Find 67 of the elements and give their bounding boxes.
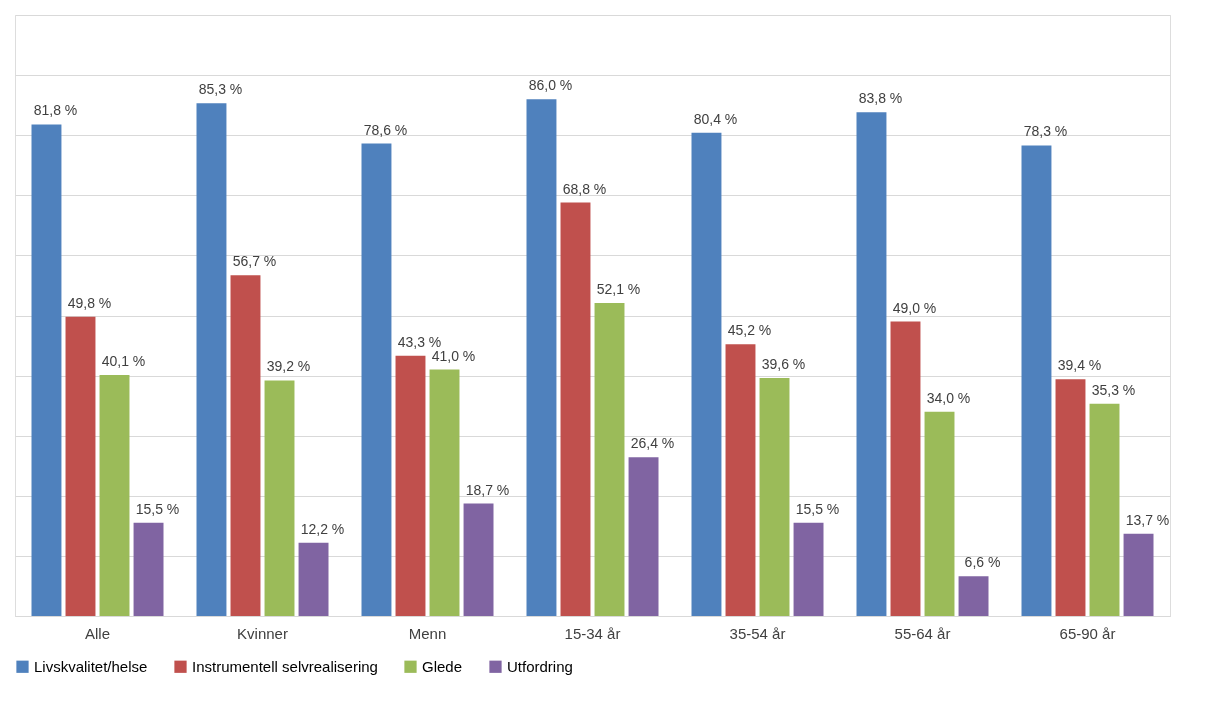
bar: [725, 344, 756, 616]
data-label: 86,0 %: [528, 77, 573, 94]
data-label: 40,1 %: [101, 353, 146, 369]
data-label: 68,8 %: [562, 180, 607, 197]
data-label: 81,8 %: [33, 102, 78, 119]
data-label: 6,6 %: [964, 554, 1001, 571]
data-label: 18,7 %: [465, 481, 510, 498]
legend-label: Glede: [422, 657, 463, 675]
x-tick-label: 15-34 år: [564, 624, 621, 642]
data-label: 52,1 %: [596, 280, 641, 297]
bar: [958, 576, 989, 616]
bar: [361, 143, 392, 616]
data-label: 78,3 %: [1023, 123, 1068, 140]
bar: [628, 457, 659, 616]
x-tick-label: 55-64 år: [894, 624, 951, 642]
data-label: 34,0 %: [926, 389, 971, 406]
data-label: 85,3 %: [198, 81, 243, 98]
data-label: 78,6 %: [363, 121, 408, 138]
data-label: 49,0 %: [892, 299, 937, 316]
bar: [856, 112, 887, 616]
bar: [793, 522, 824, 616]
data-label: 56,7 %: [232, 253, 277, 270]
bar: [298, 542, 329, 616]
data-label: 26,4 %: [630, 435, 675, 452]
data-label: 15,5 %: [795, 500, 840, 517]
bar: [890, 321, 921, 616]
bar: [65, 316, 96, 616]
bar: [264, 380, 295, 616]
legend-label: Utfordring: [507, 657, 573, 675]
data-label: 80,4 %: [693, 110, 738, 127]
bar: [133, 522, 164, 616]
bar: [196, 103, 227, 616]
bar: [395, 355, 426, 616]
bar: [99, 375, 130, 616]
data-label: 39,4 %: [1057, 357, 1102, 374]
bar: [924, 411, 955, 616]
data-label: 39,6 %: [761, 356, 806, 372]
bar: [230, 275, 261, 616]
bar: [1021, 145, 1052, 616]
legend-label: Instrumentell selvrealisering: [192, 657, 378, 675]
bar: [429, 369, 460, 616]
data-label: 35,3 %: [1091, 381, 1136, 398]
x-tick-label: Alle: [84, 624, 111, 642]
data-label: 39,2 %: [266, 358, 311, 375]
bar: [560, 202, 591, 616]
bar: [526, 99, 557, 616]
data-label: 13,7 %: [1125, 511, 1170, 528]
x-tick-label: Menn: [408, 624, 447, 642]
data-label: 83,8 %: [858, 90, 903, 107]
bar: [463, 503, 494, 616]
bar: [1123, 533, 1154, 616]
data-label: 49,8 %: [67, 294, 112, 311]
bar: [691, 132, 722, 616]
bar: [1055, 379, 1086, 616]
data-label: 12,2 %: [300, 520, 345, 537]
bar: [594, 302, 625, 616]
data-label: 15,5 %: [135, 500, 180, 517]
x-tick-label: 35-54 år: [729, 624, 786, 642]
x-tick-label: Kvinner: [237, 624, 288, 642]
x-tick-label: 65-90 år: [1059, 624, 1116, 642]
bar: [759, 378, 790, 616]
data-label: 43,3 %: [397, 333, 442, 350]
data-label: 41,0 %: [431, 347, 476, 364]
legend-label: Livskvalitet/helse: [34, 657, 148, 675]
bar: [1089, 403, 1120, 616]
data-label: 45,2 %: [727, 322, 772, 339]
bar: [31, 124, 62, 616]
